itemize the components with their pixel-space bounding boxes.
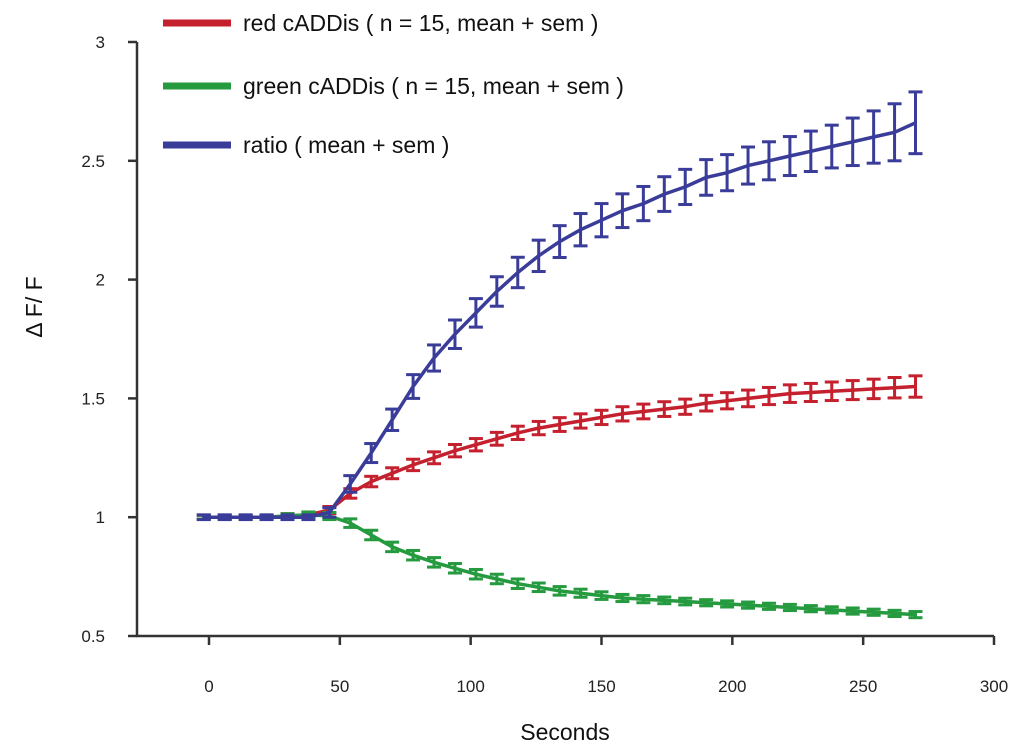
series-1	[196, 510, 923, 620]
series-line	[203, 121, 917, 519]
axes	[135, 42, 994, 638]
x-tick-label: 50	[330, 677, 349, 696]
y-tick-label: 1.5	[81, 389, 105, 408]
x-tick-label: 300	[980, 677, 1008, 696]
legend-label: red cADDis ( n = 15, mean + sem )	[243, 10, 598, 36]
ticks: 0.5 1 1.5 2 2.5 3 0 50 100 150 200 250 300	[81, 33, 1008, 696]
x-tick-label: 100	[456, 677, 484, 696]
y-tick-label: 2	[96, 271, 105, 290]
x-tick-label: 200	[718, 677, 746, 696]
x-tick-label: 0	[204, 677, 213, 696]
series-line	[203, 384, 916, 519]
error-bar	[908, 610, 923, 620]
error-bar	[196, 513, 211, 522]
legend: red cADDis ( n = 15, mean + sem ) green c…	[163, 10, 624, 158]
x-axis-label: Seconds	[520, 719, 610, 745]
x-tick-label: 250	[849, 677, 877, 696]
series-2	[196, 90, 923, 522]
legend-label: ratio ( mean + sem )	[243, 132, 449, 158]
x-tick-label: 150	[587, 677, 615, 696]
y-tick-label: 3	[96, 33, 105, 52]
error-bar	[908, 90, 923, 156]
legend-label: green cADDis ( n = 15, mean + sem )	[243, 73, 624, 99]
series-line	[203, 513, 916, 617]
y-tick-label: 2.5	[81, 152, 105, 171]
series-0	[196, 374, 923, 521]
series-layer	[196, 90, 923, 620]
y-tick-label: 1	[96, 508, 105, 527]
y-axis-label: Δ F/ F	[21, 276, 47, 337]
y-tick-label: 0.5	[81, 627, 105, 646]
